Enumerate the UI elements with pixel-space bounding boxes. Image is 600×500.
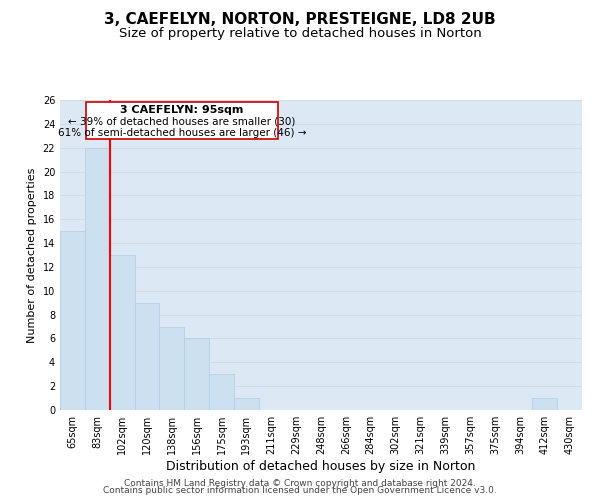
Bar <box>134 302 160 410</box>
Bar <box>532 398 557 410</box>
Bar <box>209 374 234 410</box>
Y-axis label: Number of detached properties: Number of detached properties <box>27 168 37 342</box>
Bar <box>85 148 110 410</box>
Bar <box>60 231 85 410</box>
Text: Size of property relative to detached houses in Norton: Size of property relative to detached ho… <box>119 28 481 40</box>
Bar <box>184 338 209 410</box>
Text: ← 39% of detached houses are smaller (30): ← 39% of detached houses are smaller (30… <box>68 116 295 126</box>
Text: Contains HM Land Registry data © Crown copyright and database right 2024.: Contains HM Land Registry data © Crown c… <box>124 478 476 488</box>
Text: 61% of semi-detached houses are larger (46) →: 61% of semi-detached houses are larger (… <box>58 128 306 138</box>
Text: 3, CAEFELYN, NORTON, PRESTEIGNE, LD8 2UB: 3, CAEFELYN, NORTON, PRESTEIGNE, LD8 2UB <box>104 12 496 28</box>
Bar <box>234 398 259 410</box>
FancyBboxPatch shape <box>86 102 277 140</box>
Text: Contains public sector information licensed under the Open Government Licence v3: Contains public sector information licen… <box>103 486 497 495</box>
Bar <box>110 255 134 410</box>
Text: 3 CAEFELYN: 95sqm: 3 CAEFELYN: 95sqm <box>120 105 244 115</box>
X-axis label: Distribution of detached houses by size in Norton: Distribution of detached houses by size … <box>166 460 476 473</box>
Bar <box>160 326 184 410</box>
